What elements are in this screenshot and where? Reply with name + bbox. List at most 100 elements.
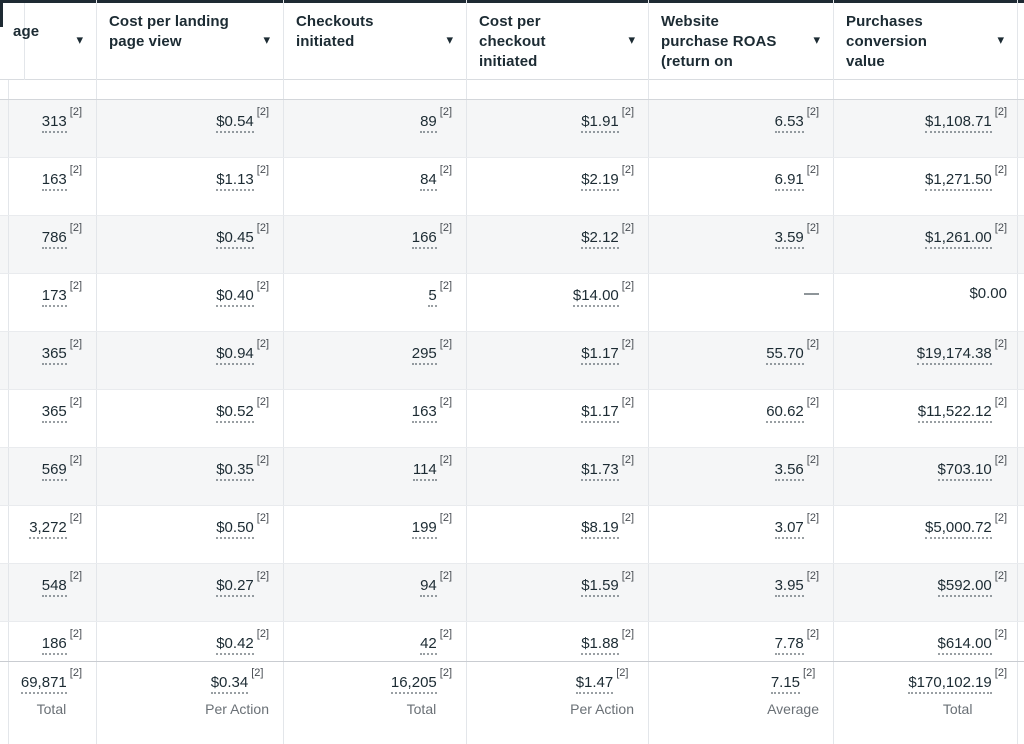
- metric-value[interactable]: 295: [411, 345, 437, 365]
- metric-value[interactable]: 3.56: [774, 461, 804, 481]
- metric-value[interactable]: —: [804, 285, 819, 302]
- metric-value[interactable]: 3.95: [774, 577, 804, 597]
- metric-value[interactable]: $1.17: [581, 403, 619, 423]
- chevron-down-icon[interactable]: ▾: [997, 32, 1004, 47]
- metric-value[interactable]: 5: [428, 287, 437, 307]
- cell-cost-per-checkout-initiated[interactable]: $2.12[2]: [467, 216, 649, 273]
- cell-cost-per-checkout-initiated[interactable]: $1.73[2]: [467, 448, 649, 505]
- cell-purchases-conversion-value[interactable]: $1,108.71[2]: [834, 100, 1018, 157]
- metric-value[interactable]: 89: [420, 113, 437, 133]
- column-header-landing-page-views[interactable]: age ▾: [9, 0, 97, 80]
- cell-checkouts-initiated[interactable]: 42[2]: [284, 622, 467, 661]
- cell-cost-per-checkout-initiated[interactable]: $1.91[2]: [467, 100, 649, 157]
- metric-value[interactable]: $0.42: [216, 635, 254, 655]
- cell-cost-per-checkout-initiated[interactable]: $8.19[2]: [467, 506, 649, 563]
- metric-value[interactable]: $1.59: [581, 577, 619, 597]
- metric-value[interactable]: $1.17: [581, 345, 619, 365]
- cell-cost-per-landing-page-view[interactable]: $0.45[2]: [97, 216, 284, 273]
- cell-website-purchase-roas[interactable]: 55.70[2]: [649, 332, 834, 389]
- cell-landing-page-views[interactable]: 548[2]: [9, 564, 97, 621]
- chevron-down-icon[interactable]: ▾: [628, 32, 635, 47]
- metric-value[interactable]: $0.52: [216, 403, 254, 423]
- cell-cost-per-checkout-initiated[interactable]: $1.59[2]: [467, 564, 649, 621]
- metric-value[interactable]: $0.50: [216, 519, 254, 539]
- metric-value[interactable]: 186: [41, 635, 67, 655]
- cell-checkouts-initiated[interactable]: 89[2]: [284, 100, 467, 157]
- metric-value[interactable]: 3.07: [774, 519, 804, 539]
- cell-website-purchase-roas[interactable]: 6.53[2]: [649, 100, 834, 157]
- metric-value[interactable]: $0.27: [216, 577, 254, 597]
- cell-cost-per-landing-page-view[interactable]: $0.35[2]: [97, 448, 284, 505]
- metric-value[interactable]: $19,174.38: [916, 345, 992, 365]
- cell-landing-page-views[interactable]: 173[2]: [9, 274, 97, 331]
- cell-cost-per-checkout-initiated[interactable]: $2.19[2]: [467, 158, 649, 215]
- cell-landing-page-views[interactable]: 569[2]: [9, 448, 97, 505]
- metric-value[interactable]: 199: [411, 519, 437, 539]
- chevron-down-icon[interactable]: ▾: [263, 32, 270, 47]
- metric-value[interactable]: $1.88: [581, 635, 619, 655]
- cell-website-purchase-roas[interactable]: 60.62[2]: [649, 390, 834, 447]
- metric-value[interactable]: 365: [41, 345, 67, 365]
- metric-value[interactable]: $1,271.50: [925, 171, 992, 191]
- metric-value[interactable]: $5,000.72: [925, 519, 992, 539]
- metric-value[interactable]: $14.00: [572, 287, 619, 307]
- metric-value[interactable]: 365: [41, 403, 67, 423]
- cell-cost-per-landing-page-view[interactable]: $0.54[2]: [97, 100, 284, 157]
- metric-value[interactable]: $0.40: [216, 287, 254, 307]
- summary-value[interactable]: $170,102.19: [908, 674, 992, 694]
- summary-cell-cost-per-checkout-initiated[interactable]: $1.47[2] Per Action: [467, 662, 649, 744]
- metric-value[interactable]: $1.73: [581, 461, 619, 481]
- metric-value[interactable]: $11,522.12: [917, 403, 992, 423]
- cell-checkouts-initiated[interactable]: 94[2]: [284, 564, 467, 621]
- cell-cost-per-checkout-initiated[interactable]: $14.00[2]: [467, 274, 649, 331]
- cell-website-purchase-roas[interactable]: 6.91[2]: [649, 158, 834, 215]
- metric-value[interactable]: 163: [41, 171, 67, 191]
- metric-value[interactable]: 6.53: [774, 113, 804, 133]
- metric-value[interactable]: $8.19: [581, 519, 619, 539]
- cell-website-purchase-roas[interactable]: —: [649, 274, 834, 331]
- cell-website-purchase-roas[interactable]: 3.07[2]: [649, 506, 834, 563]
- column-header-website-purchase-roas[interactable]: Website purchase ROAS (return on ▾: [649, 0, 834, 80]
- chevron-down-icon[interactable]: ▾: [446, 32, 453, 47]
- column-header-purchases-conversion-value[interactable]: Purchases conversion value ▾: [834, 0, 1018, 80]
- metric-value[interactable]: 114: [412, 461, 437, 481]
- column-header-cost-per-landing-page-view[interactable]: Cost per landing page view ▾: [97, 0, 284, 80]
- cell-checkouts-initiated[interactable]: 114[2]: [284, 448, 467, 505]
- cell-cost-per-checkout-initiated[interactable]: $1.17[2]: [467, 390, 649, 447]
- summary-cell-cost-per-landing-page-view[interactable]: $0.34[2] Per Action: [97, 662, 284, 744]
- cell-cost-per-landing-page-view[interactable]: $0.50[2]: [97, 506, 284, 563]
- cell-landing-page-views[interactable]: 313[2]: [9, 100, 97, 157]
- chevron-down-icon[interactable]: ▾: [76, 32, 83, 47]
- summary-cell-checkouts-initiated[interactable]: 16,205[2] Total: [284, 662, 467, 744]
- cell-purchases-conversion-value[interactable]: $19,174.38[2]: [834, 332, 1018, 389]
- metric-value[interactable]: $592.00: [937, 577, 992, 597]
- summary-value[interactable]: $0.34: [210, 674, 249, 694]
- metric-value[interactable]: 313: [41, 113, 67, 133]
- metric-value[interactable]: $703.10: [937, 461, 992, 481]
- metric-value[interactable]: 55.70: [766, 345, 804, 365]
- column-header-cost-per-checkout-initiated[interactable]: Cost per checkout initiated ▾: [467, 0, 649, 80]
- metric-value[interactable]: 163: [411, 403, 437, 423]
- cell-checkouts-initiated[interactable]: 295[2]: [284, 332, 467, 389]
- summary-value[interactable]: 16,205: [390, 674, 437, 694]
- cell-cost-per-landing-page-view[interactable]: $0.52[2]: [97, 390, 284, 447]
- metric-value[interactable]: $0.45: [216, 229, 254, 249]
- summary-value[interactable]: 7.15: [770, 674, 801, 694]
- metric-value[interactable]: $1.91: [581, 113, 619, 133]
- summary-value[interactable]: $1.47: [575, 674, 614, 694]
- cell-cost-per-landing-page-view[interactable]: $0.40[2]: [97, 274, 284, 331]
- cell-website-purchase-roas[interactable]: 3.59[2]: [649, 216, 834, 273]
- cell-landing-page-views[interactable]: 163[2]: [9, 158, 97, 215]
- cell-cost-per-landing-page-view[interactable]: $0.27[2]: [97, 564, 284, 621]
- cell-purchases-conversion-value[interactable]: $0.00: [834, 274, 1018, 331]
- cell-landing-page-views[interactable]: 365[2]: [9, 390, 97, 447]
- summary-value[interactable]: 69,871: [20, 674, 67, 694]
- summary-cell-landing-page-views[interactable]: 69,871[2] Total: [9, 662, 97, 744]
- cell-cost-per-checkout-initiated[interactable]: $1.17[2]: [467, 332, 649, 389]
- cell-checkouts-initiated[interactable]: 199[2]: [284, 506, 467, 563]
- cell-purchases-conversion-value[interactable]: $5,000.72[2]: [834, 506, 1018, 563]
- cell-checkouts-initiated[interactable]: 5[2]: [284, 274, 467, 331]
- cell-landing-page-views[interactable]: 365[2]: [9, 332, 97, 389]
- cell-checkouts-initiated[interactable]: 163[2]: [284, 390, 467, 447]
- summary-cell-website-purchase-roas[interactable]: 7.15[2] Average: [649, 662, 834, 744]
